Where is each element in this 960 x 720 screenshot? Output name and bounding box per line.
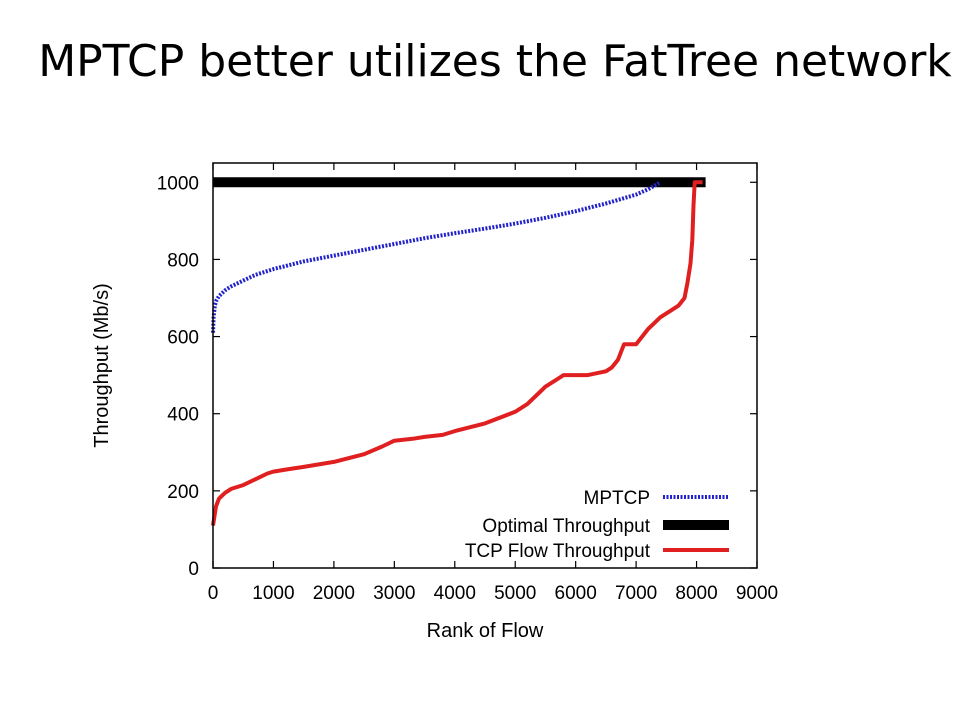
y-tick-label: 400	[167, 405, 199, 426]
legend-label: MPTCP	[584, 488, 651, 509]
slide-title: MPTCP better utilizes the FatTree networ…	[38, 36, 952, 87]
x-tick-label: 2000	[313, 583, 355, 604]
y-axis-label: Throughput (Mb/s)	[91, 283, 113, 448]
series-line-tcp-flow-throughput	[211, 180, 703, 526]
x-tick-label: 1000	[252, 583, 294, 604]
y-tick-label: 1000	[157, 173, 199, 194]
y-tick-label: 0	[188, 559, 199, 580]
x-tick-label: 5000	[494, 583, 536, 604]
series-line-mptcp	[211, 180, 662, 333]
legend-label: Optimal Throughput	[482, 516, 650, 537]
y-tick-label: 600	[167, 328, 199, 349]
x-tick-label: 4000	[434, 583, 476, 604]
x-tick-label: 0	[208, 583, 219, 604]
plot-series	[211, 177, 706, 526]
chart-legend: MPTCP Optimal Throughput TCP Flow Throughp…	[465, 488, 729, 562]
x-tick-label: 3000	[373, 583, 415, 604]
y-tick-label: 200	[167, 482, 199, 503]
y-tick-label: 800	[167, 250, 199, 271]
legend-label: TCP Flow Throughput	[465, 541, 651, 562]
x-axis-label: Rank of Flow	[427, 620, 544, 642]
plot-frame	[212, 162, 758, 569]
x-tick-label: 6000	[555, 583, 597, 604]
x-tick-label: 9000	[736, 583, 778, 604]
axis-ticks: 0 1000 2000 3000 4000 5000 6000 7000 8000 9000 0 20…	[157, 163, 778, 604]
x-tick-label: 7000	[615, 583, 657, 604]
x-tick-label: 8000	[675, 583, 717, 604]
